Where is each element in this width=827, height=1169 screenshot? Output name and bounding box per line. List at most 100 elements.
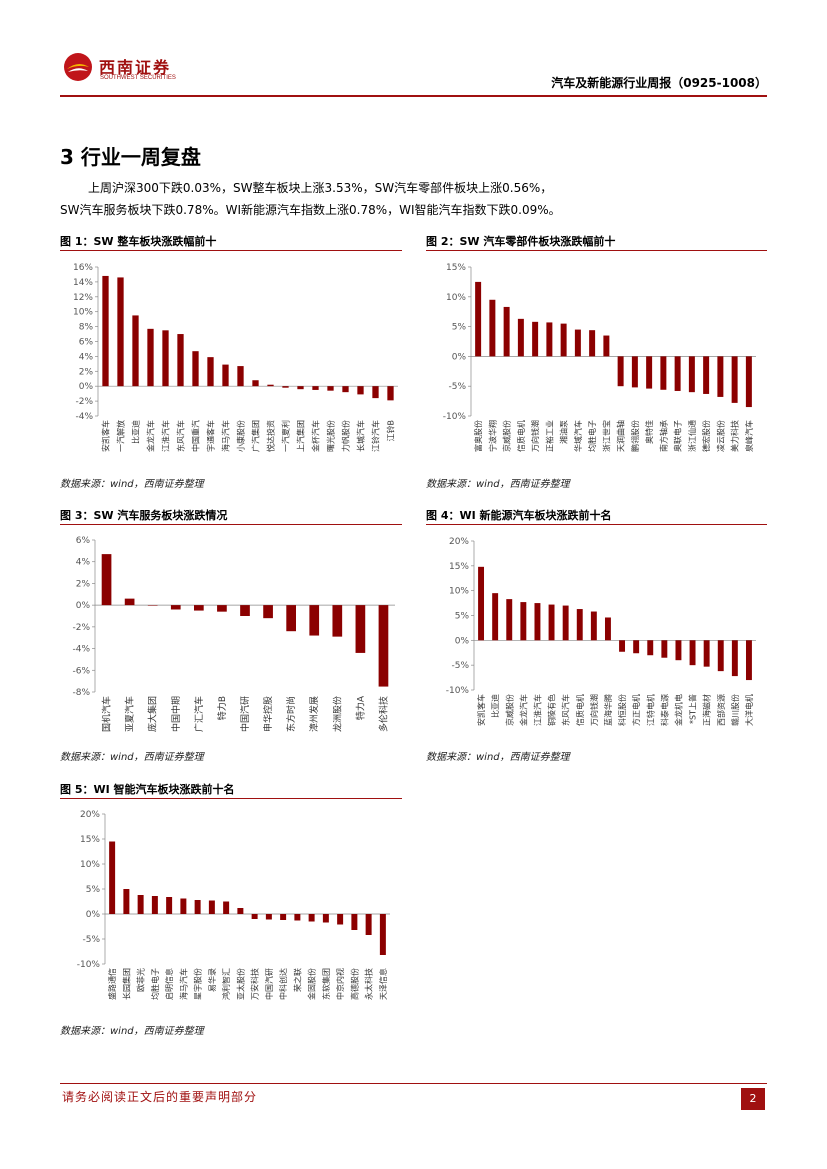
bar — [619, 640, 626, 652]
bar — [207, 357, 214, 387]
y-tick-label: 2% — [79, 367, 94, 377]
bar — [387, 386, 394, 401]
summary-line-2: SW汽车服务板块下跌0.78%。WI新能源汽车指数上涨0.78%，WI智能汽车指… — [60, 203, 561, 217]
figure-5-chart: -10% -5% 0% 5% 10% 15% 20% 盛路通信 长园集团 欧菲光 均胜电子 启明信息海… — [77, 810, 390, 1000]
category-label: 上汽集团 — [296, 420, 306, 452]
bar — [674, 356, 681, 391]
category-label: 奥联电子 — [673, 420, 683, 452]
category-label: 海马汽车 — [178, 968, 188, 1000]
category-label: 高德股份 — [349, 968, 359, 1000]
bar — [503, 306, 510, 357]
bar — [147, 328, 154, 387]
y-tick-label: -8% — [72, 688, 90, 698]
bar — [109, 841, 116, 914]
bar — [217, 605, 227, 612]
y-tick-label: -5% — [82, 935, 100, 945]
category-label: 安凯客车 — [476, 694, 486, 726]
category-label: 正裕工业 — [544, 420, 554, 452]
bar — [517, 318, 524, 357]
bar — [520, 602, 527, 641]
category-label: 泉峰汽车 — [744, 420, 754, 452]
bar — [240, 605, 250, 616]
bar — [351, 914, 358, 930]
bar — [337, 914, 344, 925]
category-label: 湘油泵 — [559, 420, 569, 444]
bar — [237, 908, 244, 914]
category-label: 比亚迪 — [131, 420, 141, 444]
bar — [251, 914, 258, 919]
category-label: 正海磁材 — [702, 694, 712, 726]
logo-subtext: SOUTHWEST SECURITIES — [100, 75, 176, 81]
category-label: 江特电机 — [645, 694, 655, 726]
category-label: 星宇股份 — [193, 968, 203, 1000]
figure-4-rule — [426, 524, 767, 525]
bar — [117, 277, 124, 387]
category-label: 悦达投资 — [266, 420, 276, 452]
bar — [286, 605, 296, 632]
bar — [297, 386, 304, 390]
bar — [222, 364, 229, 387]
figure-5-rule — [60, 798, 402, 799]
y-tick-label: 15% — [449, 562, 469, 572]
bar — [327, 386, 334, 391]
category-label: 赣川股份 — [730, 694, 740, 726]
summary-line-1: 上周沪深300下跌0.03%，SW整车板块上涨3.53%，SW汽车零部件板块上涨… — [88, 181, 553, 195]
bar — [661, 640, 668, 658]
bar — [312, 386, 319, 390]
category-label: 申华控股 — [262, 696, 274, 732]
category-label: 信质电机 — [516, 420, 526, 452]
category-label: 凌云股份 — [715, 420, 725, 452]
category-label: 金龙机电 — [673, 694, 683, 726]
bar — [365, 914, 372, 935]
category-label: 万向钱潮 — [589, 694, 599, 726]
bar — [342, 386, 349, 393]
bar — [208, 900, 215, 914]
y-tick-label: 6% — [79, 338, 94, 348]
bar — [546, 322, 553, 357]
bar — [252, 380, 259, 387]
bar — [745, 356, 752, 408]
bar — [124, 598, 135, 606]
bar — [589, 330, 596, 357]
y-tick-label: -2% — [72, 623, 90, 633]
figure-1-source: 数据来源：wind，西南证券整理 — [60, 479, 204, 490]
category-label: *ST上普 — [688, 694, 698, 724]
y-tick-label: 2% — [76, 579, 91, 589]
category-label: 东软集团 — [321, 968, 331, 1000]
y-tick-label: 0% — [455, 636, 470, 646]
bar — [294, 914, 301, 921]
bar — [675, 640, 682, 661]
logo-icon — [64, 53, 92, 81]
bar — [603, 335, 610, 357]
bar — [745, 640, 752, 681]
category-label: 曙光股份 — [326, 420, 336, 452]
figure-2-rule — [426, 250, 767, 251]
y-tick-label: 5% — [86, 885, 101, 895]
bar — [223, 901, 230, 914]
category-label: 奥特佳 — [644, 420, 654, 444]
category-label: 华域汽车 — [573, 420, 583, 452]
logo-text: 西南证券 — [99, 58, 172, 77]
figure-1-title: 图 1：SW 整车板块涨跌幅前十 — [60, 235, 217, 248]
y-tick-label: 12% — [73, 293, 93, 303]
category-label: 江淮汽车 — [161, 420, 171, 452]
category-label: 小康股份 — [236, 420, 246, 452]
figure-4-chart: -10% -5% 0% 5% 10% 15% 20% 安凯客车 比亚迪 京威股份 金龙汽车 江淮汽车铜… — [446, 537, 756, 726]
bar — [617, 356, 624, 387]
bar — [151, 896, 158, 914]
category-label: 信质电机 — [575, 694, 585, 726]
category-label: 天泽信息 — [378, 968, 388, 1000]
bar — [532, 321, 539, 357]
bar — [688, 356, 695, 393]
category-label: 铜陵有色 — [547, 694, 557, 726]
category-label: 江铃汽车 — [371, 420, 381, 452]
category-label: 中国汽研 — [264, 968, 274, 1000]
y-tick-label: -4% — [75, 412, 93, 422]
bar — [265, 914, 272, 920]
category-label: 浙江世宝 — [601, 420, 611, 452]
category-label: 鹏翎股份 — [630, 420, 640, 452]
bar — [194, 900, 201, 914]
bar — [237, 366, 244, 387]
y-tick-label: 10% — [446, 293, 466, 303]
category-label: 中京内视 — [335, 968, 345, 1000]
